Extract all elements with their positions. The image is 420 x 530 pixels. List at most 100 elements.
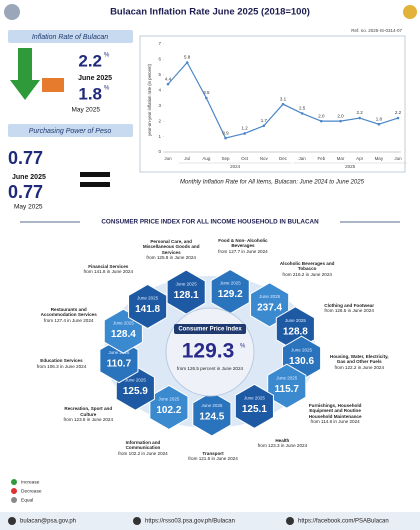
legend-swatch xyxy=(11,497,17,503)
tile-period: June 2025 xyxy=(259,294,281,299)
value-label: 2.5 xyxy=(299,106,306,111)
commodity-label: Education Services from 106.3 in June 202… xyxy=(30,358,92,369)
cpi-tile xyxy=(128,283,168,330)
banner xyxy=(8,124,133,137)
commodity-from: from 123.6 in June 2024 xyxy=(63,417,114,423)
commodity-label: Housing, Water, Electricity, Gas and Oth… xyxy=(328,354,390,371)
bagong-pilipinas-logo xyxy=(403,5,417,19)
period: June 2025 xyxy=(78,75,112,82)
tile-period: June 2025 xyxy=(276,375,298,380)
commodity-name: Education Services xyxy=(40,358,83,364)
y-axis-label: year-on-year inflation rate (in percent) xyxy=(147,63,152,135)
year-label: 2025 xyxy=(345,164,356,169)
inflation-previous: 1.8 xyxy=(78,84,102,103)
basket-icon xyxy=(42,78,64,92)
value-label: 1.8 xyxy=(376,116,383,121)
point xyxy=(339,119,342,123)
x-tick-label: Oct xyxy=(241,156,249,161)
commodity-label: Food & Non- Alcoholic Beverages from 127.… xyxy=(212,238,274,255)
tile-value: 237.4 xyxy=(257,302,282,313)
legend-label: Equal xyxy=(21,497,33,503)
x-tick-label: Nov xyxy=(260,156,269,161)
commodity-from: from 127.7 in June 2024 xyxy=(218,248,268,254)
point xyxy=(243,132,246,135)
value-label: 2.2 xyxy=(357,110,364,115)
commodity-from: from 141.8 in June 2024 xyxy=(83,269,134,275)
tile-period: June 2025 xyxy=(291,347,313,352)
period: May 2025 xyxy=(14,204,43,211)
commodity-name: Financial Services xyxy=(88,263,129,269)
y-tick-label: 2 xyxy=(158,118,161,123)
equal-sign xyxy=(80,172,110,177)
commodity-from: from 106.3 in June 2024 xyxy=(36,363,87,369)
x-tick-label: Aug xyxy=(202,156,211,161)
point xyxy=(185,61,189,64)
commodity-name: Restaurants and Accommodation Services xyxy=(40,306,97,318)
ref-no: Ref. no. 2025-IS-0314-07 xyxy=(351,28,402,33)
commodity-from: from 114.6 in June 2024 xyxy=(310,419,360,425)
commodity-name: Information and Communication xyxy=(125,439,161,451)
tile-period: June 2025 xyxy=(285,318,307,323)
y-tick-label: 5 xyxy=(158,72,161,77)
commodity-from: from 121.6 in June 2024 xyxy=(188,456,238,462)
commodity-name: Clothing and Footwear xyxy=(324,302,375,308)
tile-value: 115.7 xyxy=(275,384,300,395)
center-label: Consumer Price Index xyxy=(178,327,242,333)
y-tick-label: 1 xyxy=(158,134,161,139)
y-tick-label: 6 xyxy=(158,57,161,62)
legend-label: Decrease xyxy=(21,488,42,494)
x-tick-label: Apr xyxy=(356,156,364,161)
value-label: 2.0 xyxy=(318,113,325,118)
chart-caption: Monthly Inflation Rate for All Items, Bu… xyxy=(180,180,365,186)
year-label: 2024 xyxy=(230,164,241,169)
ppp-current: 0.77 xyxy=(8,148,43,168)
ppp-previous: 0.77 xyxy=(8,182,43,202)
point xyxy=(377,122,381,126)
commodity-label: Transport from 121.6 in June 2024 xyxy=(182,451,244,462)
tile-value: 110.7 xyxy=(107,358,132,369)
commodity-label: Financial Services from 141.8 in June 202… xyxy=(77,264,139,275)
tile-value: 130.6 xyxy=(289,356,314,367)
value-label: 0.9 xyxy=(222,130,229,135)
y-tick-label: 3 xyxy=(158,103,161,108)
x-tick-label: Jul xyxy=(184,156,190,161)
period: May 2025 xyxy=(71,107,100,114)
point xyxy=(224,136,227,140)
unit: % xyxy=(104,53,110,59)
equal-sign xyxy=(80,182,110,187)
tile-value: 128.8 xyxy=(283,326,308,337)
tile-period: June 2025 xyxy=(244,395,266,400)
cpi-tile xyxy=(192,391,232,437)
tile-period: June 2025 xyxy=(176,281,198,286)
commodity-label: Furnishings, Household Equipment and Rou… xyxy=(304,403,366,425)
tile-period: June 2025 xyxy=(158,397,180,402)
commodity-from: from 216.2 in June 2024 xyxy=(282,271,332,277)
title: Bulacan Inflation Rate June 2025 (2018=1… xyxy=(110,7,310,18)
section-title: CONSUMER PRICE INDEX FOR ALL INCOME HOUS… xyxy=(101,219,319,226)
tile-value: 125.9 xyxy=(123,386,148,397)
mail-icon xyxy=(8,517,16,525)
tile-value: 102.2 xyxy=(156,405,181,416)
legend-label: Increase xyxy=(21,479,40,485)
center-banner xyxy=(174,324,246,334)
point xyxy=(300,112,304,115)
center-from: from 126.5 percent in June 2024 xyxy=(177,366,244,371)
commodity-name: Recreation, Sport and Culture xyxy=(64,406,113,417)
commodity-from: from 102.2 in June 2024 xyxy=(118,450,168,456)
facebook-icon xyxy=(286,517,294,525)
commodity-name: Transport xyxy=(202,450,224,456)
commodity-name: Food & Non- Alcoholic Beverages xyxy=(218,237,268,249)
commodity-label: Health from 123.3 in June 2024 xyxy=(251,438,313,449)
tile-period: June 2025 xyxy=(113,320,135,325)
x-tick-label: Feb xyxy=(317,156,325,161)
tile-value: 124.5 xyxy=(199,412,224,423)
footer-website: https://rsso03.psa.gov.ph/Bulacan xyxy=(145,519,235,525)
value-label: 3.1 xyxy=(280,96,287,101)
tile-period: June 2025 xyxy=(108,350,130,355)
inflation-current: 2.2 xyxy=(78,51,102,70)
legend-swatch xyxy=(11,488,17,494)
unit: % xyxy=(104,86,110,92)
commodity-from: from 122.2 in June 2024 xyxy=(334,364,384,370)
commodity-label: Information and Communication from 102.2 … xyxy=(112,440,174,457)
